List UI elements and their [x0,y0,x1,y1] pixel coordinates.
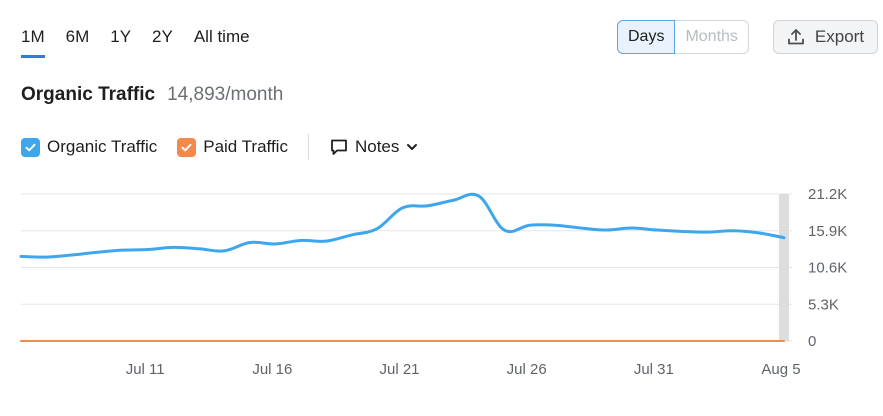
y-tick-label: 15.9K [808,223,847,240]
chart-legend: Organic Traffic Paid Traffic Notes [21,134,419,160]
current-day-band [779,194,789,341]
page-title: Organic Traffic [21,84,156,105]
y-tick-label: 5.3K [808,296,839,313]
x-tick-label: Aug 5 [761,361,800,378]
y-tick-label: 10.6K [808,260,847,277]
legend-organic-traffic[interactable]: Organic Traffic [21,137,157,157]
traffic-line-chart: 21.2K 15.9K 10.6K 5.3K 0 Jul 11 Jul 16 Jul 21 Ju… [19,186,847,378]
x-tick-label: Jul 31 [634,361,674,378]
chart-heading: Organic Traffic 14,893/month [21,84,283,106]
comment-icon [329,137,349,157]
tab-1y[interactable]: 1Y [110,27,132,46]
chevron-down-icon [405,140,419,154]
tab-6m[interactable]: 6M [65,27,90,46]
y-tick-label: 21.2K [808,186,847,203]
legend-divider [307,134,309,160]
upload-icon [787,28,805,46]
period-tabs: 1M 6M 1Y 2Y All time [21,25,271,58]
x-tick-label: Jul 26 [507,361,547,378]
checkbox-icon[interactable] [21,137,40,157]
x-tick-label: Jul 16 [252,361,292,378]
tab-1m[interactable]: 1M [21,25,45,58]
y-tick-label: 0 [808,333,816,350]
legend-paid-traffic[interactable]: Paid Traffic [177,137,288,157]
x-tick-label: Jul 21 [379,361,419,378]
x-tick-label: Jul 11 [126,361,165,378]
notes-label: Notes [354,137,400,156]
legend-label: Paid Traffic [203,137,288,156]
notes-dropdown[interactable]: Notes [329,137,419,157]
traffic-value: 14,893/month [167,84,284,105]
tab-all-time[interactable]: All time [193,27,250,46]
export-button[interactable]: Export [773,20,878,54]
days-button[interactable]: Days [617,20,676,54]
series-line-organic-traffic [19,192,786,259]
legend-label: Organic Traffic [47,137,158,156]
months-button[interactable]: Months [675,20,749,54]
checkbox-icon[interactable] [177,137,197,157]
granularity-toggle: Days Months [617,20,749,54]
tab-2y[interactable]: 2Y [152,27,173,46]
export-label: Export [814,27,865,46]
